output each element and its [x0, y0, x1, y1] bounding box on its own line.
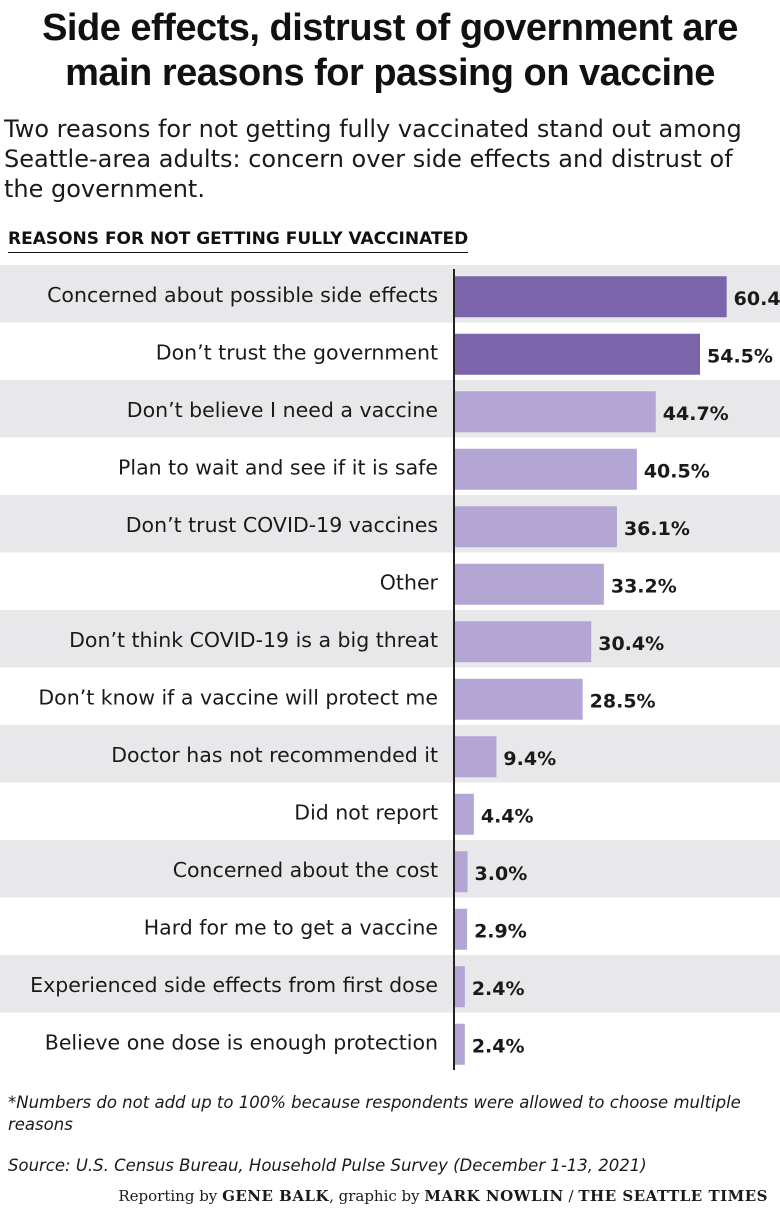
row-stripe: [0, 840, 780, 898]
source-note: Source: U.S. Census Bureau, Household Pu…: [8, 1156, 647, 1175]
chart-title-line-1: Side effects, distrust of government are: [42, 7, 738, 49]
bar: [454, 506, 617, 548]
footnote: *Numbers do not add up to 100% because r…: [8, 1093, 741, 1134]
bar: [454, 678, 583, 720]
bar: [454, 793, 474, 835]
bar: [454, 563, 604, 605]
bar-chart: Concerned about possible side effects 60.…: [0, 265, 780, 1070]
row-stripe: [0, 725, 780, 783]
bar: [454, 1023, 465, 1065]
value-label: 4.4%: [481, 805, 534, 827]
credit-designer: MARK NOWLIN: [424, 1187, 564, 1205]
category-label: Concerned about possible side effects: [47, 283, 438, 307]
category-label: Did not report: [294, 800, 438, 824]
bar: [454, 736, 497, 778]
value-label: 44.7%: [663, 403, 729, 425]
section-label: REASONS FOR NOT GETTING FULLY VACCINATED: [8, 228, 469, 253]
category-label: Concerned about the cost: [173, 858, 438, 882]
bar: [454, 276, 727, 318]
credit-line: Reporting by GENE BALK, graphic by MARK …: [118, 1186, 768, 1206]
category-label: Don’t think COVID-19 is a big threat: [69, 628, 438, 652]
bar: [454, 908, 468, 950]
chart-title: Side effects, distrust of government are…: [0, 6, 780, 96]
category-label: Don’t know if a vaccine will protect me: [38, 685, 438, 709]
category-label: Don’t believe I need a vaccine: [127, 398, 438, 422]
value-label: 2.9%: [474, 920, 527, 942]
category-label: Hard for me to get a vaccine: [144, 915, 438, 939]
value-label: 28.5%: [590, 690, 656, 712]
category-label: Believe one dose is enough protection: [45, 1030, 438, 1054]
bar: [454, 966, 465, 1008]
category-label: Don’t trust COVID-19 vaccines: [126, 513, 438, 537]
credit-separator: /: [563, 1187, 579, 1205]
value-label: 3.0%: [475, 863, 528, 885]
category-label: Other: [380, 570, 439, 594]
credit-reporter: GENE BALK: [222, 1187, 330, 1205]
bar: [454, 851, 468, 893]
value-label: 33.2%: [611, 575, 677, 597]
value-label: 2.4%: [472, 978, 525, 1000]
category-label: Plan to wait and see if it is safe: [118, 455, 438, 479]
bar: [454, 333, 701, 375]
value-label: 2.4%: [472, 1035, 525, 1057]
row-stripe: [0, 610, 780, 668]
value-label: 30.4%: [598, 633, 664, 655]
category-label: Don’t trust the government: [156, 340, 438, 364]
row-stripe: [0, 495, 780, 553]
credit-prefix: Reporting by: [118, 1187, 223, 1205]
value-label: 60.4%: [734, 288, 780, 310]
value-label: 9.4%: [503, 748, 556, 770]
chart-subtitle: Two reasons for not getting fully vaccin…: [4, 115, 742, 203]
value-label: 40.5%: [644, 460, 710, 482]
category-label: Experienced side effects from first dose: [30, 973, 438, 997]
chart-title-line-2: main reasons for passing on vaccine: [65, 52, 715, 94]
bar: [454, 448, 637, 490]
credit-outlet: THE SEATTLE TIMES: [578, 1187, 768, 1205]
bar: [454, 391, 656, 433]
value-label: 36.1%: [624, 518, 690, 540]
category-label: Doctor has not recommended it: [111, 743, 438, 767]
bar: [454, 621, 592, 663]
credit-middle: , graphic by: [329, 1187, 425, 1205]
value-label: 54.5%: [707, 345, 773, 367]
row-stripe: [0, 955, 780, 1013]
